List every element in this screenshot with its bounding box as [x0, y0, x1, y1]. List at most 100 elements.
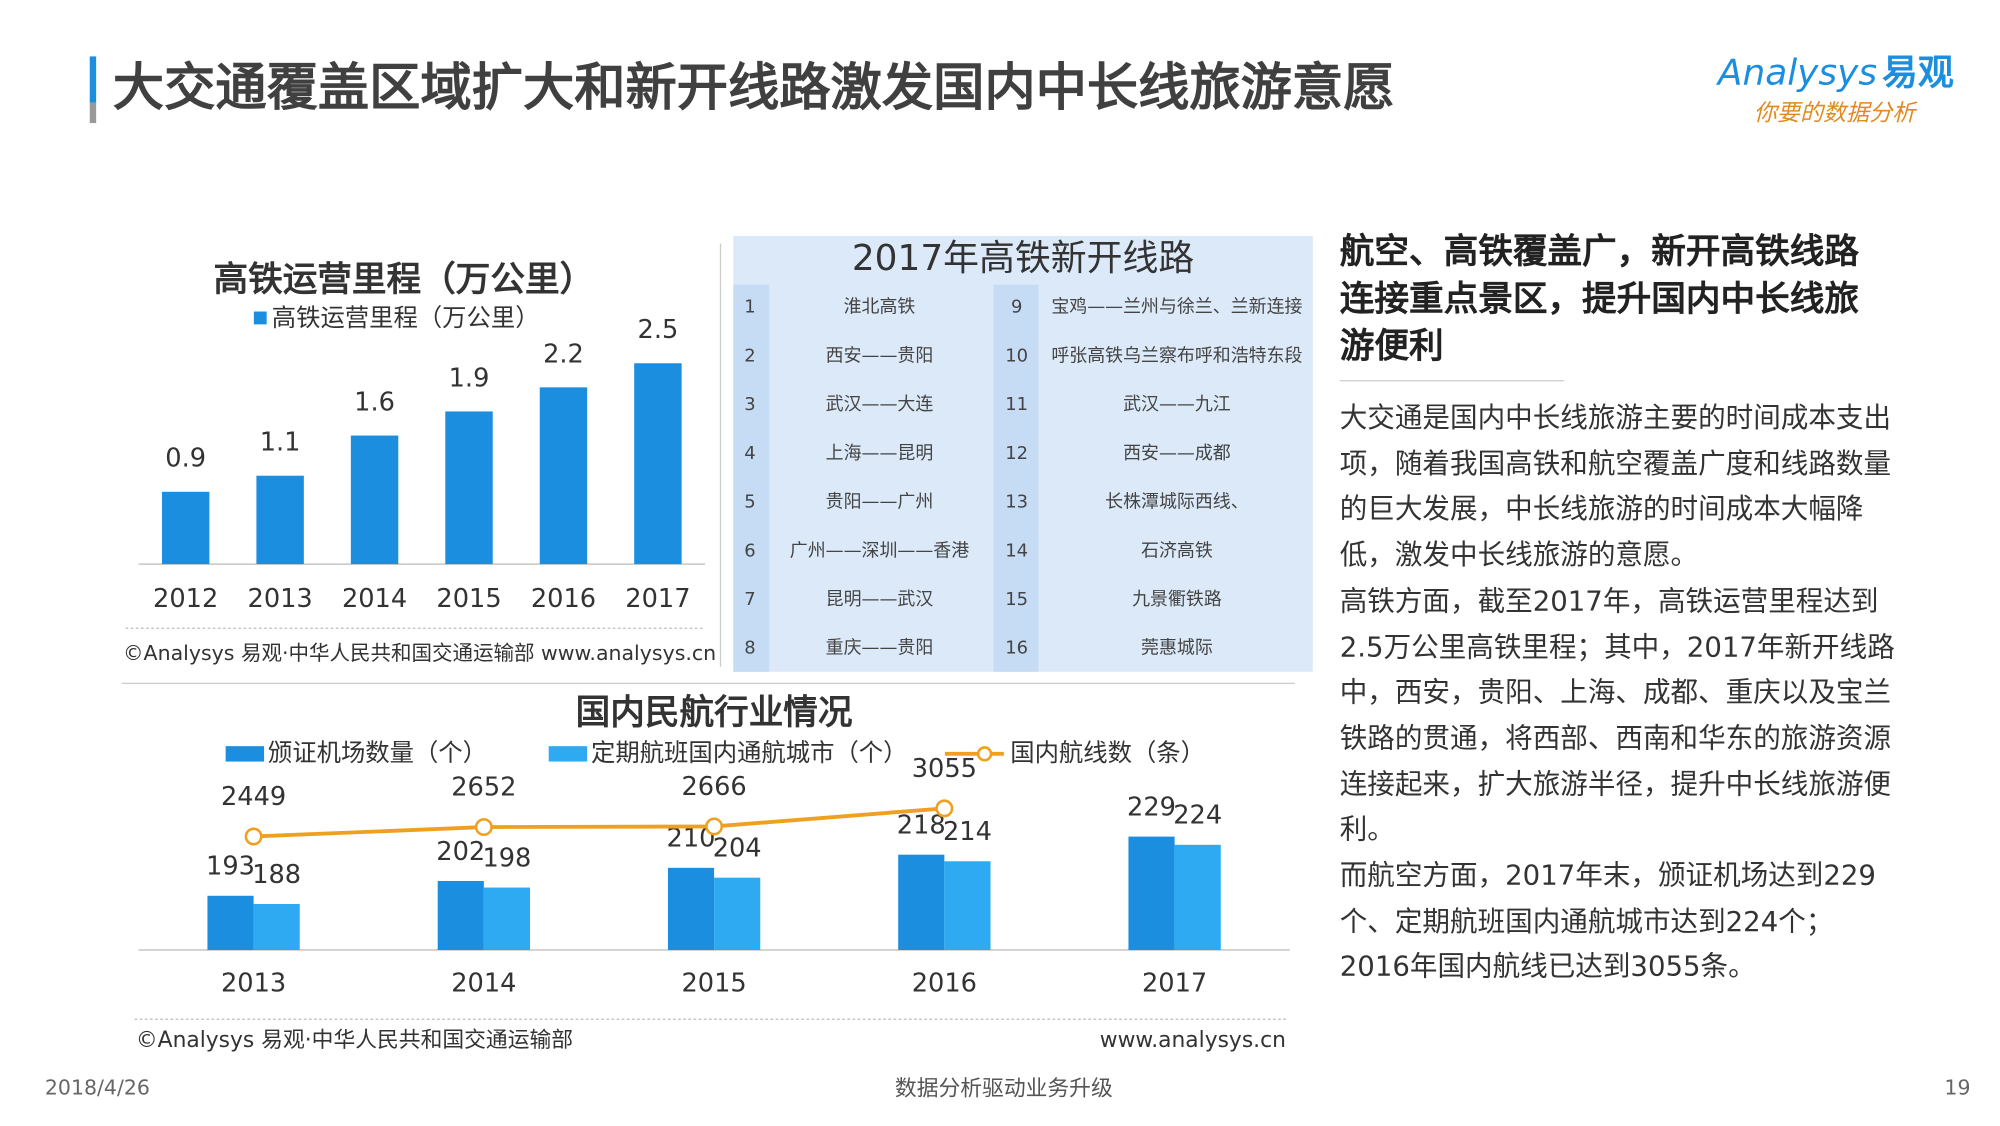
table-cell: 石济高铁: [1141, 540, 1213, 561]
data-label: 2666: [681, 772, 746, 802]
x-tick-label: 2017: [1142, 969, 1207, 999]
bar: [207, 895, 254, 950]
bar: [898, 854, 945, 950]
title-accent-base: [89, 102, 97, 124]
x-tick-label: 2015: [436, 584, 501, 614]
table-cell: 11: [1005, 394, 1028, 415]
source: ©Analysys 易观·中华人民共和国交通运输部 www.analysys.c…: [123, 641, 716, 665]
table-cell: 2: [744, 345, 755, 366]
table-cell: 重庆——贵阳: [826, 638, 934, 659]
data-label: 198: [482, 843, 531, 873]
x-tick-label: 2013: [248, 584, 313, 614]
line-marker: [705, 817, 724, 836]
table-cell: 九景衢铁路: [1132, 589, 1222, 610]
bar: [539, 387, 588, 565]
data-label: 229: [1127, 792, 1176, 822]
legend-swatch: [548, 746, 588, 762]
table-cell: 西安——成都: [1123, 443, 1231, 464]
data-label: 2.2: [543, 339, 584, 369]
table-cell: 宝鸡——兰州与徐兰、兰新连接: [1051, 297, 1302, 318]
data-label: 224: [1173, 801, 1222, 831]
table-cell: 呼张高铁乌兰察布呼和浩特东段: [1051, 345, 1302, 366]
source-url: www.analysys.cn: [1100, 1028, 1286, 1053]
bar: [350, 435, 399, 565]
table-cell: 广州——深圳——香港: [790, 540, 969, 561]
bar: [634, 363, 682, 565]
data-label: 193: [206, 852, 255, 882]
data-label: 214: [943, 817, 992, 847]
table-cell: 1: [744, 297, 755, 318]
data-label: 1.1: [260, 428, 301, 458]
data-label: 188: [252, 860, 301, 890]
data-label: 3055: [912, 754, 977, 784]
side-body: 大交通是国内中长线旅游主要的时间成本支出项，随着我国高铁和航空覆盖广度和线路数量…: [1340, 396, 1898, 991]
x-tick-label: 2016: [531, 584, 596, 614]
table-cell: 6: [744, 540, 755, 561]
legend-label: 高铁运营里程（万公里）: [272, 303, 540, 332]
table-cell: 13: [1005, 492, 1028, 513]
data-label: 204: [713, 833, 762, 863]
x-tick-label: 2012: [153, 584, 218, 614]
footer-slogan: 数据分析驱动业务升级: [895, 1077, 1113, 1102]
legend-swatch: [253, 311, 267, 325]
table-cell: 16: [1005, 638, 1028, 659]
bar: [253, 903, 300, 950]
bar: [714, 877, 761, 950]
paragraph: 而航空方面，2017年末，颁证机场达到229个、定期航班国内通航城市达到224个…: [1339, 860, 1876, 984]
data-label: 2.5: [638, 315, 679, 345]
paragraph: 高铁方面，截至2017年，高铁运营里程达到2.5万公里高铁里程；其中，2017年…: [1339, 585, 1895, 847]
x-tick-label: 2015: [681, 969, 746, 999]
table-cell: 莞惠城际: [1141, 638, 1213, 659]
footer-page: 19: [1944, 1075, 1970, 1099]
side-heading: 航空、高铁覆盖广，新开高铁线路连接重点景区，提升国内中长线旅游便利: [1339, 232, 1859, 367]
table-cell: 长株潭城际西线、: [1105, 492, 1249, 513]
data-label: 2652: [451, 773, 516, 803]
bar: [161, 491, 210, 565]
table-col: [993, 284, 1039, 672]
table-title: 2017年高铁新开线路: [852, 238, 1194, 279]
bar: [483, 887, 530, 950]
table-cell: 上海——昆明: [826, 443, 934, 464]
table-cell: 4: [744, 443, 755, 464]
logo: Analysys: [1716, 52, 1877, 93]
data-label: 1.9: [449, 363, 490, 393]
source: ©Analysys 易观·中华人民共和国交通运输部: [136, 1028, 573, 1053]
legend-swatch: [225, 746, 265, 762]
table-cell: 武汉——大连: [826, 394, 934, 415]
bar: [445, 411, 493, 565]
legend-label: 颁证机场数量（个）: [268, 738, 487, 767]
table-cell: 12: [1005, 443, 1028, 464]
line: [253, 806, 945, 839]
x-tick-label: 2013: [221, 969, 286, 999]
table-cell: 5: [744, 492, 755, 513]
table-cell: 昆明——武汉: [826, 589, 934, 610]
line-marker: [474, 818, 493, 837]
chart-title: 高铁运营里程（万公里）: [213, 260, 594, 300]
data-label: 0.9: [165, 444, 206, 474]
page-title: 大交通覆盖区域扩大和新开线路激发国内中长线旅游意愿: [113, 58, 1395, 118]
table-cell: 武汉——九江: [1123, 394, 1231, 415]
table-cell: 贵阳——广州: [826, 492, 934, 513]
table-cell: 西安——贵阳: [826, 345, 934, 366]
bar: [437, 880, 484, 950]
table-cell: 淮北高铁: [844, 297, 916, 318]
x-tick-label: 2016: [912, 969, 977, 999]
data-label: 2449: [221, 782, 286, 812]
x-tick-label: 2014: [451, 969, 516, 999]
x-tick-label: 2014: [342, 584, 407, 614]
table-cell: 3: [744, 394, 755, 415]
chart-title: 国内民航行业情况: [576, 693, 853, 733]
logo-cn: 易观: [1882, 52, 1954, 93]
table-cell: 14: [1005, 540, 1028, 561]
slogan: 你要的数据分析: [1754, 101, 1918, 127]
table-cell: 9: [1011, 297, 1022, 318]
table-cell: 15: [1005, 589, 1028, 610]
bar: [1128, 836, 1175, 950]
bar: [667, 867, 715, 950]
table-cell: 10: [1005, 345, 1028, 366]
data-label: 1.6: [354, 388, 395, 418]
title-accent: [89, 56, 97, 103]
legend-marker: [976, 746, 993, 762]
